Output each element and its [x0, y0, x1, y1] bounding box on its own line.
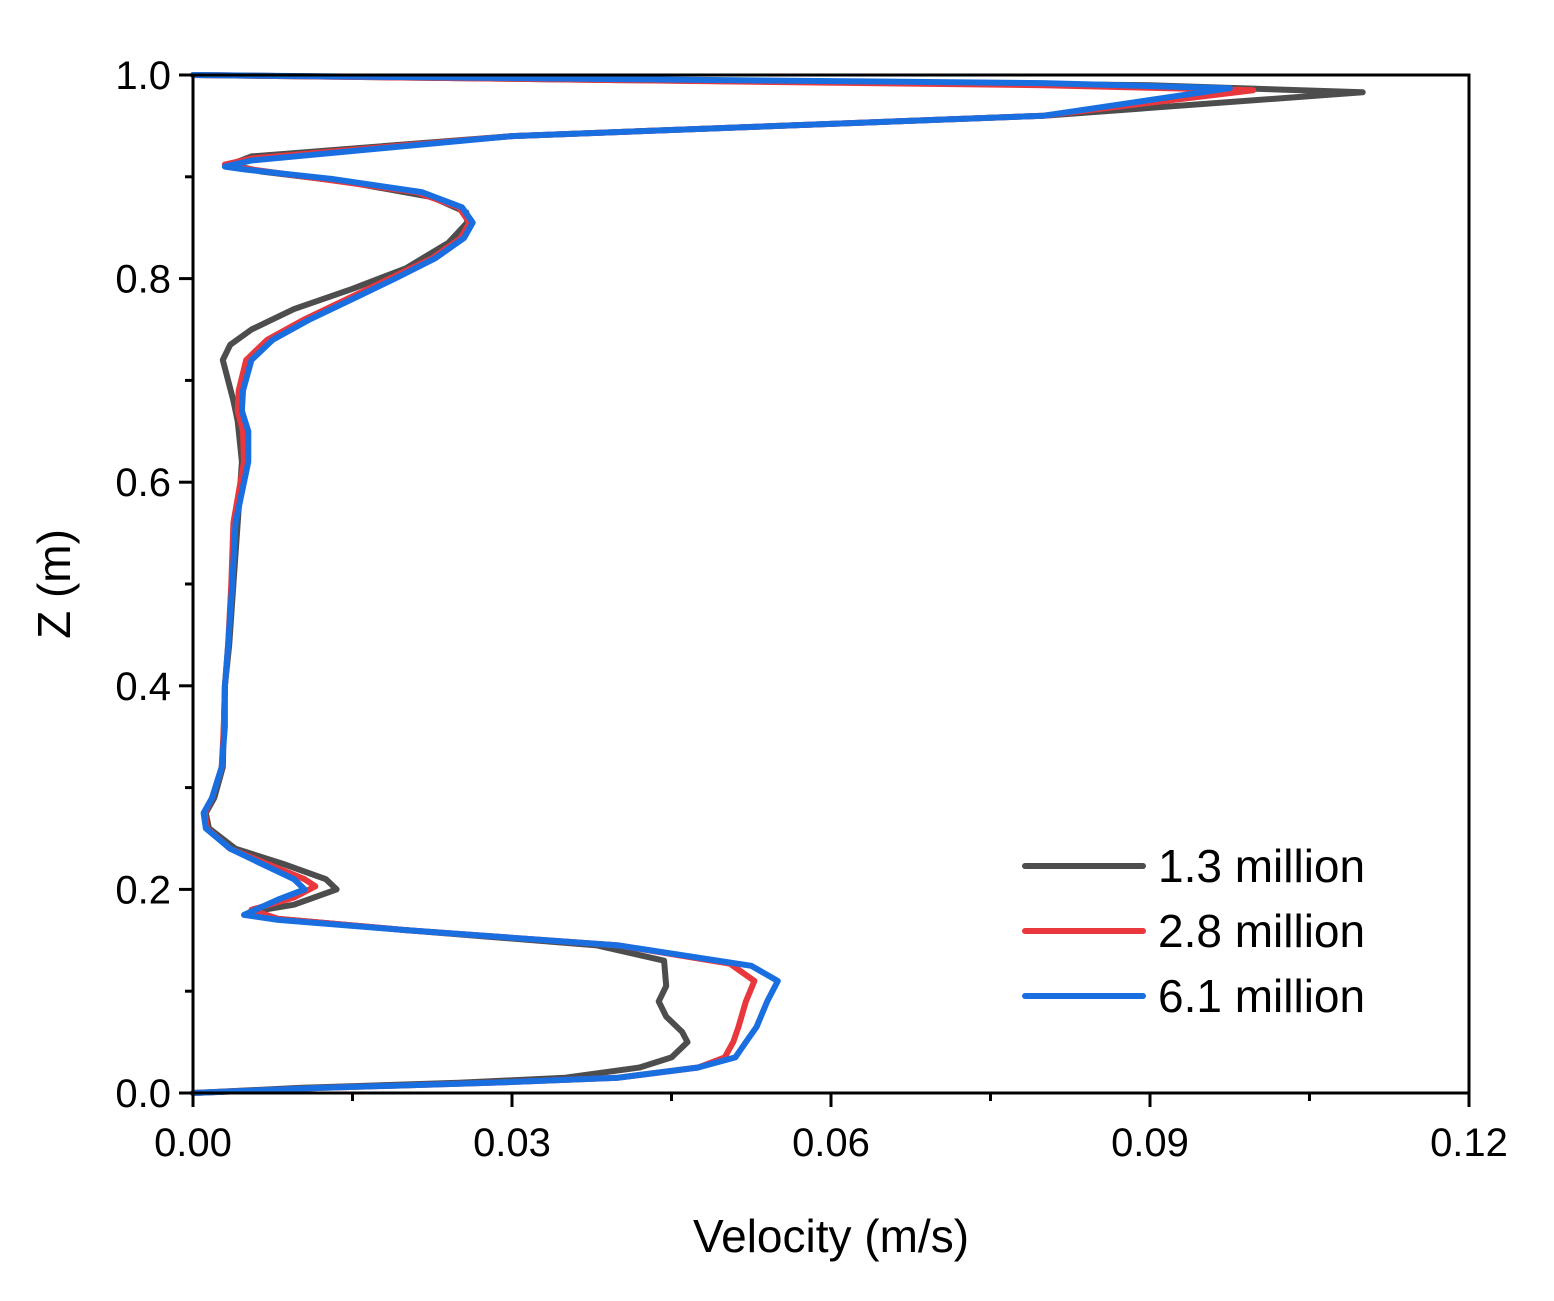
y-tick-label: 1.0: [115, 54, 171, 98]
series-line-2: [190, 72, 1257, 1096]
legend: 1.3 million 2.8 million 6.1 million: [1022, 840, 1365, 1022]
x-tick-label: 0.03: [473, 1121, 551, 1165]
y-tick-label: 0.8: [115, 258, 171, 302]
y-tick-label: 0.6: [115, 461, 171, 505]
series-layer: [190, 72, 1366, 1096]
y-axis-title: Z (m): [28, 529, 80, 639]
legend-label-1: 1.3 million: [1158, 840, 1365, 892]
legend-label-2: 2.8 million: [1158, 905, 1365, 957]
y-tick-label: 0.0: [115, 1072, 171, 1116]
legend-label-3: 6.1 million: [1158, 970, 1365, 1022]
x-tick-label: 0.06: [792, 1121, 870, 1165]
x-tick-label: 0.09: [1111, 1121, 1189, 1165]
x-tick-label: 0.00: [154, 1121, 232, 1165]
x-tick-label: 0.12: [1430, 1121, 1508, 1165]
x-axis-title: Velocity (m/s): [693, 1210, 969, 1262]
y-tick-label: 0.4: [115, 665, 171, 709]
series-line-3: [190, 72, 1233, 1096]
ticks-layer: 0.00 0.03 0.06 0.09 0.12 0.0 0.2 0.4 0.6 0.8 1.0: [115, 54, 1508, 1165]
y-tick-label: 0.2: [115, 868, 171, 912]
